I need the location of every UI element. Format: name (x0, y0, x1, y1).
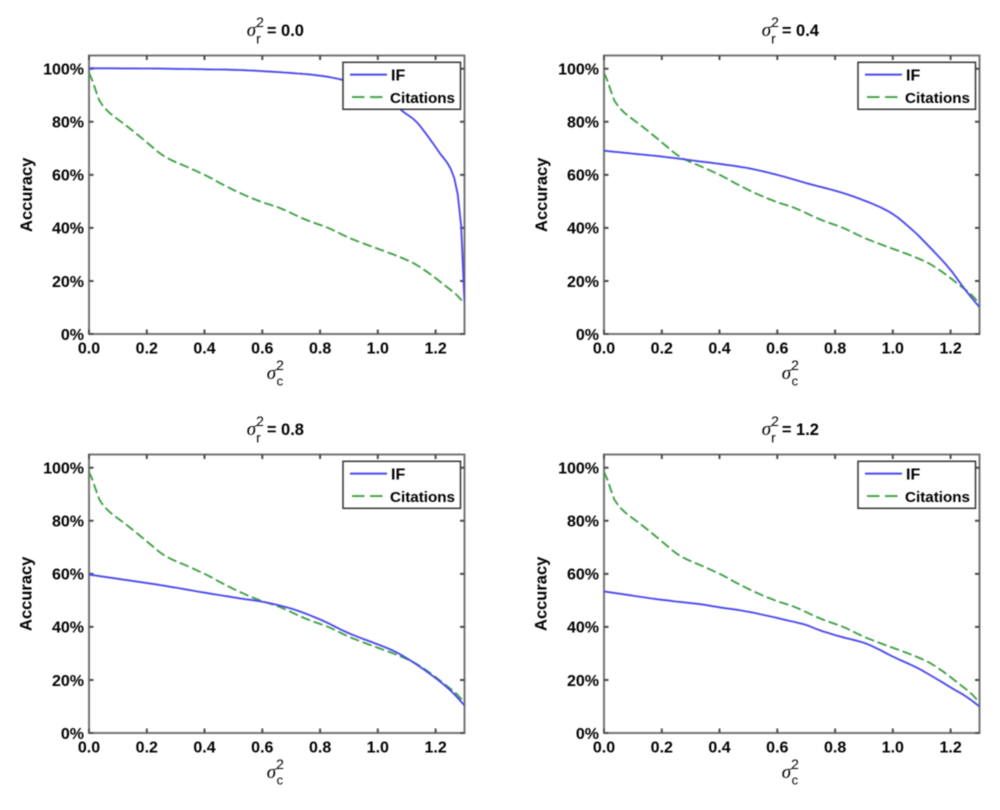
svg-text:100%: 100% (43, 62, 84, 79)
svg-text:0.6: 0.6 (251, 341, 273, 358)
svg-text:1.0: 1.0 (367, 740, 389, 757)
svg-text:σ2r = 0.8: σ2 r = 0.8 (247, 413, 304, 446)
svg-text:0.0: 0.0 (78, 740, 100, 757)
svg-text:0.0: 0.0 (593, 341, 615, 358)
svg-text:0%: 0% (61, 327, 84, 344)
svg-text:0.4: 0.4 (708, 740, 730, 757)
svg-text:Accuracy: Accuracy (533, 556, 551, 631)
svg-text:Citations: Citations (905, 489, 970, 506)
svg-text:20%: 20% (52, 673, 84, 690)
svg-text:60%: 60% (567, 567, 599, 584)
svg-text:1.2: 1.2 (424, 740, 446, 757)
svg-text:Citations: Citations (390, 90, 455, 107)
svg-text:σ2r = 0.4: σ2 r = 0.4 (762, 14, 820, 47)
svg-text:40%: 40% (567, 620, 599, 637)
svg-text:60%: 60% (52, 168, 84, 185)
svg-text:80%: 80% (52, 115, 84, 132)
svg-text:0%: 0% (61, 726, 84, 743)
svg-text:IF: IF (391, 467, 405, 484)
svg-text:0.2: 0.2 (136, 740, 158, 757)
svg-text:80%: 80% (52, 514, 84, 531)
svg-text:40%: 40% (52, 221, 84, 238)
svg-text:0.8: 0.8 (309, 740, 331, 757)
svg-text:20%: 20% (567, 274, 599, 291)
svg-text:0.2: 0.2 (651, 341, 673, 358)
svg-text:40%: 40% (567, 221, 599, 238)
svg-text:80%: 80% (567, 514, 599, 531)
svg-text:0.4: 0.4 (193, 740, 215, 757)
svg-text:60%: 60% (52, 567, 84, 584)
svg-text:1.2: 1.2 (939, 740, 961, 757)
svg-text:1.2: 1.2 (939, 341, 961, 358)
svg-text:IF: IF (906, 467, 920, 484)
svg-text:1.0: 1.0 (367, 341, 389, 358)
svg-text:20%: 20% (567, 673, 599, 690)
svg-text:Citations: Citations (905, 90, 970, 107)
svg-text:40%: 40% (52, 620, 84, 637)
svg-text:Accuracy: Accuracy (18, 556, 36, 631)
svg-text:80%: 80% (567, 115, 599, 132)
svg-text:0.8: 0.8 (309, 341, 331, 358)
svg-text:60%: 60% (567, 168, 599, 185)
svg-text:Accuracy: Accuracy (533, 157, 551, 232)
svg-text:100%: 100% (558, 62, 599, 79)
svg-text:0.6: 0.6 (251, 740, 273, 757)
svg-text:0.4: 0.4 (708, 341, 730, 358)
svg-text:IF: IF (391, 68, 405, 85)
svg-text:0.8: 0.8 (824, 341, 846, 358)
svg-text:σ2c: σ2 c (267, 357, 284, 389)
svg-text:0.0: 0.0 (78, 341, 100, 358)
svg-text:100%: 100% (43, 461, 84, 478)
svg-text:0.2: 0.2 (136, 341, 158, 358)
svg-text:0.2: 0.2 (651, 740, 673, 757)
svg-text:IF: IF (906, 68, 920, 85)
svg-text:σ2c: σ2 c (782, 357, 799, 389)
svg-text:σ2r = 1.2: σ2 r = 1.2 (762, 413, 819, 446)
svg-text:1.0: 1.0 (882, 740, 904, 757)
svg-text:σ2r = 0.0: σ2 r = 0.0 (247, 14, 304, 47)
svg-text:Citations: Citations (390, 489, 455, 506)
svg-text:σ2c: σ2 c (267, 756, 284, 788)
svg-text:0.6: 0.6 (766, 341, 788, 358)
svg-text:Accuracy: Accuracy (18, 157, 36, 232)
svg-text:1.2: 1.2 (424, 341, 446, 358)
svg-text:0.0: 0.0 (593, 740, 615, 757)
svg-text:0.4: 0.4 (193, 341, 215, 358)
svg-text:100%: 100% (558, 461, 599, 478)
svg-text:σ2c: σ2 c (782, 756, 799, 788)
svg-text:1.0: 1.0 (882, 341, 904, 358)
svg-text:0.8: 0.8 (824, 740, 846, 757)
svg-text:20%: 20% (52, 274, 84, 291)
svg-text:0%: 0% (576, 726, 599, 743)
svg-text:0.6: 0.6 (766, 740, 788, 757)
svg-text:0%: 0% (576, 327, 599, 344)
